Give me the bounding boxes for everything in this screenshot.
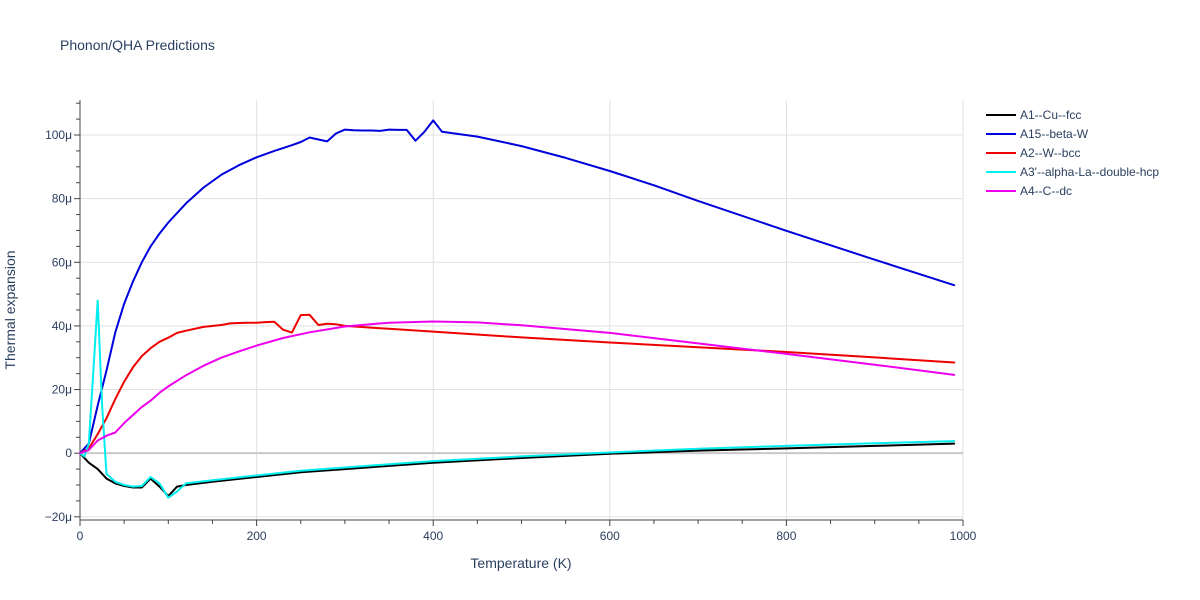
series-layer — [79, 119, 956, 499]
y-tick-label: 0 — [65, 446, 72, 460]
x-tick-label: 0 — [77, 529, 84, 543]
chart-title: Phonon/QHA Predictions — [60, 37, 215, 53]
y-tick-label: 100μ — [45, 128, 72, 142]
y-tick-label: 40μ — [52, 319, 72, 333]
legend-label-a15-beta-w: A15--beta-W — [1020, 127, 1089, 141]
x-tick-label: 200 — [247, 529, 267, 543]
y-tick-label: 20μ — [52, 383, 72, 397]
legend-label-a2-w-bcc: A2--W--bcc — [1020, 146, 1080, 160]
x-axis-title: Temperature (K) — [470, 555, 571, 571]
x-tick-label: 800 — [776, 529, 796, 543]
axis-layer: 0 200 400 600 800 1000 −20μ 0 20μ 40μ 60μ 80μ 100μ — [45, 100, 977, 543]
y-axis-title: Thermal expansion — [2, 250, 18, 369]
x-tick-label: 600 — [600, 529, 620, 543]
series-line-a4-c-dc — [79, 320, 956, 455]
x-tick-label: 1000 — [950, 529, 977, 543]
y-tick-label: 60μ — [52, 255, 72, 269]
x-tick-label: 400 — [423, 529, 443, 543]
legend-label-a1-cu-fcc: A1--Cu--fcc — [1020, 108, 1081, 122]
series-line-a3-alpha-la-double-hcp — [79, 299, 956, 499]
y-tick-label: 80μ — [52, 192, 72, 206]
series-line-a2-w-bcc — [79, 313, 956, 455]
series-line-a1-cu-fcc — [79, 442, 956, 498]
y-tick-label: −20μ — [45, 510, 72, 524]
series-line-a15-beta-w — [79, 119, 956, 455]
legend-label-a3-alpha-la-double-hcp: A3'--alpha-La--double-hcp — [1020, 165, 1159, 179]
legend: A1--Cu--fcc A15--beta-W A2--W--bcc A3'--alp… — [986, 108, 1159, 198]
legend-label-a4-c-dc: A4--C--dc — [1020, 184, 1072, 198]
